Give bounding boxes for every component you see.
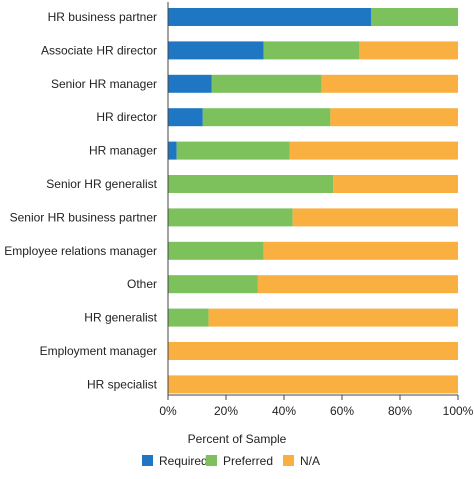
category-label-senior-hr-generalist: Senior HR generalist: [46, 177, 157, 191]
bar-preferred-senior-hr-manager: [211, 74, 322, 93]
bar-n-a-senior-hr-manager: [321, 74, 458, 93]
bar-n-a-hr-specialist: [168, 375, 458, 394]
bar-n-a-hr-manager: [289, 141, 458, 160]
bar-preferred-hr-manager: [176, 141, 290, 160]
bar-required-associate-hr-director: [168, 41, 264, 60]
bar-preferred-hr-generalist: [168, 308, 209, 327]
legend-swatch-n-a: [283, 455, 294, 466]
bar-preferred-employee-relations-manager: [168, 241, 264, 260]
bar-n-a-other: [257, 275, 458, 294]
x-tick-label-4: 80%: [388, 404, 412, 418]
category-label-hr-manager: HR manager: [89, 144, 157, 158]
bars-layer: [168, 8, 458, 394]
x-axis-title: Percent of Sample: [188, 432, 287, 446]
x-tick-label-2: 40%: [272, 404, 296, 418]
legend-label-n-a: N/A: [300, 454, 320, 468]
bar-preferred-hr-business-partner: [371, 8, 458, 26]
bar-n-a-senior-hr-generalist: [333, 175, 458, 193]
category-label-employee-relations-manager: Employee relations manager: [4, 244, 157, 258]
legend-label-required: Required: [159, 454, 208, 468]
legend: Required Preferred N/A: [142, 454, 320, 468]
bar-preferred-senior-hr-generalist: [168, 175, 334, 193]
legend-swatch-preferred: [206, 455, 217, 466]
category-label-senior-hr-manager: Senior HR manager: [51, 77, 157, 91]
category-label-hr-director: HR director: [96, 110, 157, 124]
category-label-associate-hr-director: Associate HR director: [41, 43, 157, 57]
bar-n-a-associate-hr-director: [359, 41, 458, 60]
x-tick-label-0: 0%: [159, 404, 177, 418]
bar-n-a-hr-generalist: [208, 308, 458, 327]
bar-preferred-senior-hr-business-partner: [168, 208, 293, 227]
bar-n-a-hr-director: [330, 108, 458, 127]
category-label-hr-business-partner: HR business partner: [48, 10, 157, 24]
bar-required-hr-business-partner: [168, 8, 371, 26]
category-label-hr-specialist: HR specialist: [87, 377, 158, 391]
legend-swatch-required: [142, 455, 153, 466]
bar-required-hr-manager: [168, 141, 177, 160]
bar-n-a-employment-manager: [168, 342, 458, 360]
category-label-hr-generalist: HR generalist: [84, 311, 157, 325]
x-tick-label-3: 60%: [330, 404, 354, 418]
bar-preferred-other: [168, 275, 258, 294]
category-label-other: Other: [127, 277, 157, 291]
bar-required-senior-hr-manager: [168, 74, 212, 93]
category-label-senior-hr-business-partner: Senior HR business partner: [10, 210, 157, 224]
x-tick-label-1: 20%: [214, 404, 238, 418]
bar-preferred-hr-director: [202, 108, 331, 127]
bar-preferred-associate-hr-director: [263, 41, 360, 60]
category-label-employment-manager: Employment manager: [40, 344, 157, 358]
bar-n-a-employee-relations-manager: [263, 241, 458, 260]
x-tick-label-5: 100%: [443, 404, 474, 418]
bar-n-a-senior-hr-business-partner: [292, 208, 458, 227]
legend-label-preferred: Preferred: [223, 454, 273, 468]
x-axis: 0% 20% 40% 60% 80% 100%: [159, 2, 474, 418]
category-labels: HR business partner Associate HR director…: [4, 10, 157, 391]
bar-required-hr-director: [168, 108, 203, 127]
